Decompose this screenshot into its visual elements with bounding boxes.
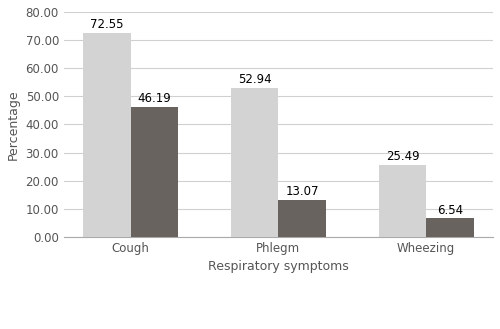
Text: 72.55: 72.55 <box>90 18 124 31</box>
Legend: COPD, Non-COPD: COPD, Non-COPD <box>202 325 354 329</box>
Bar <box>426 218 474 237</box>
Bar <box>130 107 178 237</box>
Text: 6.54: 6.54 <box>437 204 463 216</box>
Text: 25.49: 25.49 <box>386 150 420 163</box>
Bar <box>278 200 326 237</box>
Text: 52.94: 52.94 <box>238 73 272 86</box>
Y-axis label: Percentage: Percentage <box>7 89 20 160</box>
Text: 46.19: 46.19 <box>138 92 171 105</box>
Bar <box>231 88 278 237</box>
X-axis label: Respiratory symptoms: Respiratory symptoms <box>208 260 349 273</box>
Bar <box>84 33 130 237</box>
Bar <box>379 165 426 237</box>
Text: 13.07: 13.07 <box>286 185 319 198</box>
